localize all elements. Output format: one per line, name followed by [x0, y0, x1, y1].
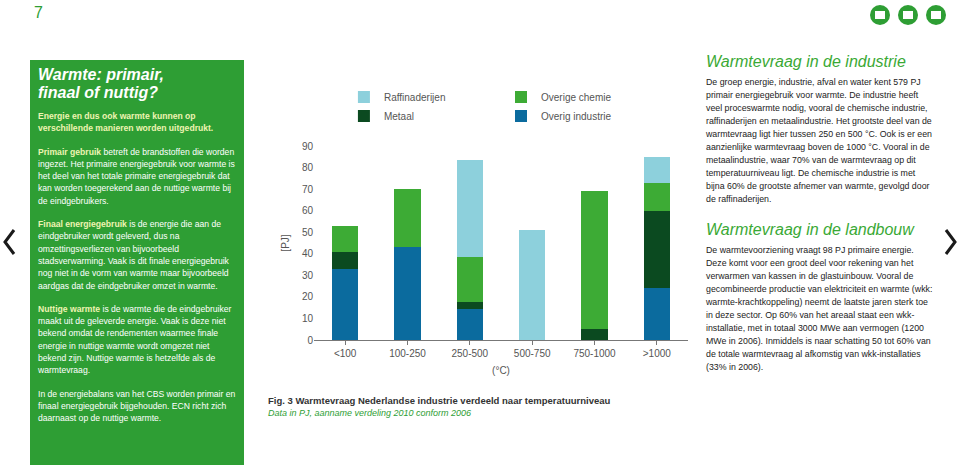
html-text:Warmte: primair,: Warmte: primair,: [38, 66, 164, 83]
svg-text:30: 30: [302, 270, 314, 281]
html-text:Finaal energiegebruik is de en: Finaal energiegebruik is de energie die …: [38, 219, 229, 291]
svg-text:Metaal: Metaal: [384, 111, 414, 122]
html-text:Warmtevraag in de landbouw: Warmtevraag in de landbouw: [706, 221, 914, 238]
svg-text:60: 60: [302, 205, 314, 216]
html-text:In de energiebalans van het CB: In de energiebalans van het CBS worden p…: [38, 388, 236, 424]
svg-text:20: 20: [302, 291, 314, 302]
html-text:Data in PJ, aanname verdeling: Data in PJ, aanname verdeling 2010 confo…: [268, 408, 472, 418]
svg-text:10: 10: [302, 313, 314, 324]
html-text:Fig. 3 Warmtevraag Nederlandse: Fig. 3 Warmtevraag Nederlandse industrie…: [268, 395, 611, 406]
svg-text:90: 90: [302, 141, 314, 152]
svg-text:[PJ]: [PJ]: [280, 234, 291, 251]
svg-text:>1000: >1000: [643, 348, 672, 359]
html-text:Nuttige warmte is de warmte di: Nuttige warmte is de warmte die de eindg…: [38, 303, 232, 376]
svg-text:Overig industrie: Overig industrie: [541, 111, 611, 122]
svg-text:Overige chemie: Overige chemie: [541, 92, 611, 103]
html-text:Primair gebruik betreft de bra: Primair gebruik betreft de brandstoffen …: [38, 146, 235, 206]
html-text:De warmtevoorziening vraagt 98: De warmtevoorziening vraagt 98 PJ primai…: [706, 245, 933, 372]
svg-text:250-500: 250-500: [451, 348, 488, 359]
html-text:finaal of nuttig?: finaal of nuttig?: [38, 84, 158, 101]
html-text:7: 7: [34, 4, 43, 21]
svg-text:50: 50: [302, 227, 314, 238]
svg-text:100-250: 100-250: [389, 348, 426, 359]
svg-text:750-1000: 750-1000: [573, 348, 616, 359]
html-text:Energie en dus ook warmte kunn: Energie en dus ook warmte kunnen op vers…: [38, 111, 214, 134]
svg-text:<100: <100: [334, 348, 357, 359]
svg-text:40: 40: [302, 248, 314, 259]
svg-text:80: 80: [302, 162, 314, 173]
svg-text:Raffinaderijen: Raffinaderijen: [384, 92, 446, 103]
svg-text:500-750: 500-750: [514, 348, 551, 359]
html-text:Warmtevraag in de industrie: Warmtevraag in de industrie: [706, 53, 906, 70]
svg-text:0: 0: [307, 335, 313, 346]
svg-text:70: 70: [302, 184, 314, 195]
html-text:De groep energie, industrie, a: De groep energie, industrie, afval en wa…: [706, 77, 932, 204]
svg-text:(°C): (°C): [492, 365, 510, 376]
